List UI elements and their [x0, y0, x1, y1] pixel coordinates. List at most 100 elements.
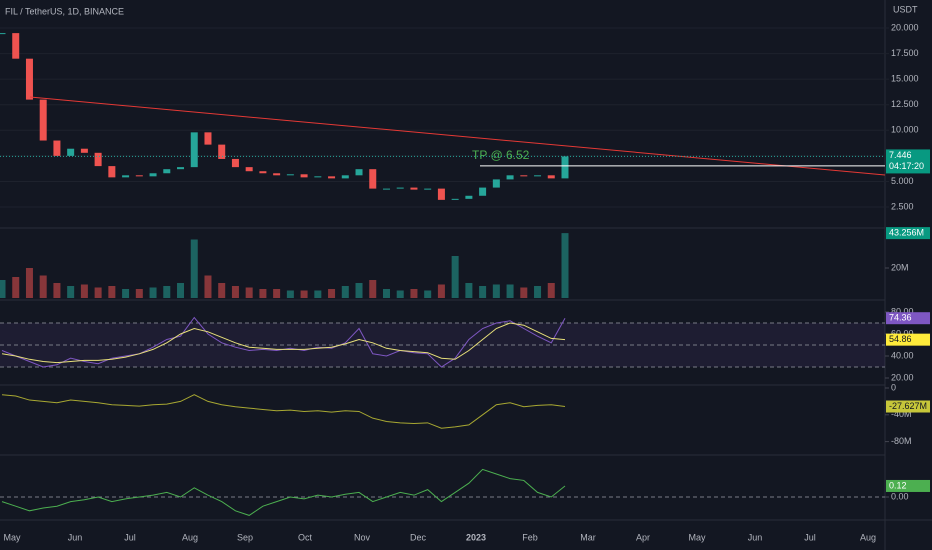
candle — [369, 169, 377, 189]
time-label: Apr — [636, 532, 650, 542]
axis-tick-label: -40M — [891, 409, 912, 419]
countdown: 04:17:20 — [889, 161, 924, 171]
volume-bar — [177, 283, 185, 298]
volume-bar — [0, 280, 6, 298]
last-price-bg — [886, 149, 930, 174]
volume-bar — [410, 289, 418, 298]
candle — [67, 148, 75, 156]
candle — [465, 195, 473, 199]
candle — [328, 176, 336, 179]
candle — [273, 173, 281, 176]
volume-bar — [163, 286, 171, 298]
rsi-ma-line — [1, 322, 566, 364]
candle — [520, 175, 528, 177]
volume-bar — [520, 287, 528, 298]
trendline — [29, 96, 886, 176]
candle — [286, 174, 294, 176]
candle — [341, 175, 349, 179]
volume-bar — [382, 289, 390, 298]
candle — [135, 175, 143, 177]
time-label: Jun — [68, 532, 83, 542]
candle — [94, 152, 102, 167]
time-label: Dec — [410, 532, 427, 542]
candle — [122, 175, 130, 178]
volume-bar — [245, 287, 253, 298]
rsi-tag-bg — [886, 312, 930, 325]
volume-bar — [122, 289, 130, 298]
time-label: Oct — [298, 532, 313, 542]
candle — [437, 188, 445, 200]
time-label: Feb — [522, 532, 538, 542]
axis-tick-label: 15.000 — [891, 74, 919, 84]
volume-bar — [25, 268, 33, 298]
rsi-tag: 74.36 — [889, 313, 912, 323]
candle — [190, 132, 198, 168]
last-price: 7.446 — [889, 150, 912, 160]
flow-tag: -27.627M — [889, 401, 927, 411]
flow-line — [1, 394, 566, 429]
volume-bar — [437, 284, 445, 298]
candle — [424, 188, 432, 190]
candle — [108, 166, 116, 178]
volume-bar — [39, 275, 47, 298]
candle — [492, 179, 500, 188]
volume-bar — [328, 289, 336, 298]
volume-bar — [94, 287, 102, 298]
axis-tick-label: 10.000 — [891, 125, 919, 135]
axis-tick-label: -80M — [891, 436, 912, 446]
time-label: Aug — [860, 532, 876, 542]
axis-tick-label: 40.00 — [891, 350, 914, 360]
volume-bar — [451, 256, 459, 298]
candle — [163, 169, 171, 174]
volume-bar — [53, 283, 61, 298]
volume-bar — [341, 286, 349, 298]
volume-bar — [355, 283, 363, 298]
symbol-title: FIL / TetherUS, 1D, BINANCE — [5, 6, 124, 16]
axis-tick-label: 0.00 — [891, 491, 909, 501]
osc-line — [1, 468, 566, 516]
axis-tick-label: 60.00 — [891, 328, 914, 338]
volume-bar — [190, 239, 198, 298]
time-label: Aug — [182, 532, 198, 542]
axis-tick-label: 80.00 — [891, 306, 914, 316]
candle — [12, 33, 20, 59]
candle — [25, 58, 33, 100]
time-label: Mar — [580, 532, 596, 542]
candle — [177, 167, 185, 170]
candle — [561, 156, 569, 179]
time-label: May — [688, 532, 706, 542]
axis-tick-label: 20.00 — [891, 372, 914, 382]
time-label: May — [3, 532, 21, 542]
candle — [396, 187, 404, 189]
volume-bar — [300, 290, 308, 298]
volume-bar — [231, 286, 239, 298]
candle — [231, 158, 239, 168]
axis-tick-label: 2.500 — [891, 201, 914, 211]
time-label: Jul — [124, 532, 136, 542]
volume-bar — [218, 283, 226, 298]
candle — [80, 148, 88, 153]
axis-tick-label: 17.500 — [891, 48, 919, 58]
volume-bar — [396, 290, 404, 298]
candle — [355, 169, 363, 176]
volume-bar — [108, 286, 116, 298]
candle — [0, 33, 6, 35]
candle — [479, 187, 487, 196]
candle — [534, 175, 542, 177]
volume-bar — [204, 275, 212, 298]
axis-tick-label: 20.000 — [891, 22, 919, 32]
candle — [259, 171, 267, 174]
rsi-ma-tag-bg — [886, 333, 930, 346]
time-label: Nov — [354, 532, 371, 542]
volume-bar — [369, 280, 377, 298]
axis-tick-label: 12.500 — [891, 99, 919, 109]
volume-bar — [465, 283, 473, 298]
candle — [149, 173, 157, 177]
time-label: 2023 — [466, 532, 486, 542]
candle — [506, 175, 514, 180]
volume-bar — [479, 286, 487, 298]
